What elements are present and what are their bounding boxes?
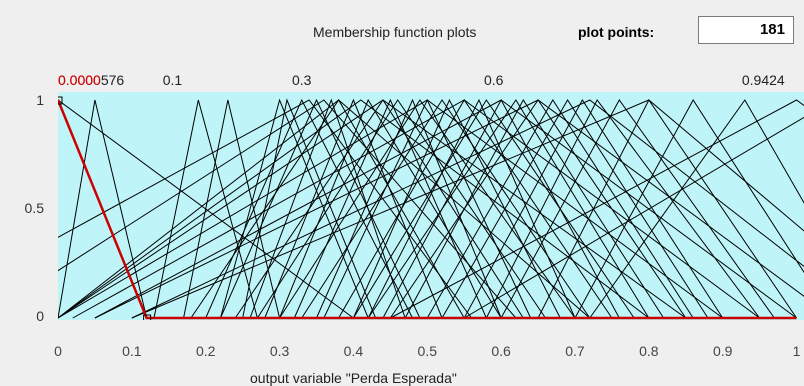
mf-curve[interactable] xyxy=(131,99,804,319)
mf-curve[interactable] xyxy=(589,99,804,319)
x-tick-label: 0.5 xyxy=(417,343,437,359)
mf-curve[interactable] xyxy=(500,99,775,319)
mf-curve[interactable] xyxy=(463,99,724,319)
x-tick-label: 0.2 xyxy=(195,343,216,359)
mf-label: 0.0000 xyxy=(58,72,101,88)
mf-label: 0.0000576 xyxy=(58,72,125,88)
mf-label: 0.6 xyxy=(484,72,504,88)
x-tick-label: 0.9 xyxy=(712,343,733,359)
membership-function-chart[interactable] xyxy=(58,92,804,320)
mf-label: 0.9424 xyxy=(741,72,785,88)
mf-curve[interactable] xyxy=(485,99,761,319)
x-axis-label: output variable "Perda Esperada" xyxy=(250,370,457,386)
plot-points-input[interactable]: 181 xyxy=(698,16,794,44)
mf-curve[interactable] xyxy=(205,98,413,319)
mf-label-row: 0.0000576 0.0000 0.1 0.3 0.6 0.9424 xyxy=(58,72,804,92)
x-tick-label: 0.8 xyxy=(639,343,659,359)
x-tick-label: 0 xyxy=(54,343,62,359)
mf-curve[interactable] xyxy=(390,99,804,319)
plot-title: Membership function plots xyxy=(313,24,477,40)
mf-curve[interactable] xyxy=(382,98,620,319)
mf-curve[interactable] xyxy=(131,99,804,319)
x-tick-label: 0.3 xyxy=(269,343,290,359)
mf-label: 0.3 xyxy=(291,72,312,88)
membership-plot-area[interactable] xyxy=(58,92,804,320)
mf-curve[interactable] xyxy=(242,98,377,319)
mf-curve[interactable] xyxy=(58,99,354,319)
mf-curve[interactable] xyxy=(279,98,502,319)
mf-label: 0.1 xyxy=(162,72,183,88)
mf-curve[interactable] xyxy=(58,99,650,319)
mf-curve[interactable] xyxy=(183,99,281,319)
x-tick-label: 0.7 xyxy=(565,343,585,359)
x-tick-label: 1 xyxy=(792,343,801,359)
mf-curve[interactable] xyxy=(72,99,760,319)
mf-vertex-handle[interactable] xyxy=(143,314,152,320)
mf-curve[interactable] xyxy=(94,99,804,319)
mf-curve[interactable] xyxy=(426,99,694,319)
mf-curve[interactable] xyxy=(367,98,576,319)
y-tick-1: 1 xyxy=(36,92,44,108)
x-tick-label: 0.6 xyxy=(491,343,511,359)
x-tick-label: 0.4 xyxy=(343,343,364,359)
mf-curve[interactable] xyxy=(264,98,443,319)
mf-curve[interactable] xyxy=(58,99,517,319)
y-tick-0: 0 xyxy=(36,308,44,324)
mf-curve[interactable] xyxy=(58,99,591,319)
mf-curve[interactable] xyxy=(58,99,723,319)
mf-curve[interactable] xyxy=(316,98,502,319)
plot-points-label: plot points: xyxy=(578,24,655,40)
mf-curve[interactable] xyxy=(58,99,687,319)
mf-curve[interactable] xyxy=(94,99,797,319)
mf-curve[interactable] xyxy=(574,99,804,319)
x-tick-label: 0.1 xyxy=(122,343,142,359)
selected-mf-curve[interactable] xyxy=(58,99,797,320)
mf-curve[interactable] xyxy=(58,99,148,319)
mf-vertex-handle[interactable] xyxy=(58,96,63,105)
mf-curve[interactable] xyxy=(463,100,804,319)
mf-curve[interactable] xyxy=(404,99,665,319)
y-tick-0.5: 0.5 xyxy=(24,200,44,216)
mf-curve[interactable] xyxy=(58,99,472,319)
